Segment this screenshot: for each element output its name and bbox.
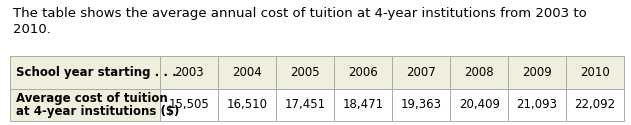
- Bar: [334, 88, 392, 121]
- Bar: [508, 88, 566, 121]
- Text: 2005: 2005: [290, 66, 320, 79]
- Bar: [566, 56, 624, 88]
- Text: 2009: 2009: [522, 66, 552, 79]
- Bar: [276, 88, 334, 121]
- Text: 17,451: 17,451: [285, 98, 326, 111]
- Text: 2003: 2003: [175, 66, 204, 79]
- Bar: [218, 56, 276, 88]
- Text: 15,505: 15,505: [169, 98, 209, 111]
- Bar: [450, 88, 508, 121]
- Text: The table shows the average annual cost of tuition at 4-year institutions from 2: The table shows the average annual cost …: [13, 7, 587, 20]
- Bar: [276, 56, 334, 88]
- Bar: [10, 56, 160, 88]
- Text: 16,510: 16,510: [227, 98, 268, 111]
- Text: 20,409: 20,409: [459, 98, 500, 111]
- Text: 22,092: 22,092: [574, 98, 616, 111]
- Text: 21,093: 21,093: [517, 98, 558, 111]
- Bar: [218, 88, 276, 121]
- Bar: [566, 88, 624, 121]
- Text: 2008: 2008: [464, 66, 494, 79]
- Bar: [392, 56, 450, 88]
- Bar: [160, 56, 218, 88]
- Text: 2007: 2007: [406, 66, 436, 79]
- Bar: [392, 88, 450, 121]
- Text: School year starting . . .: School year starting . . .: [16, 66, 177, 79]
- Text: 19,363: 19,363: [401, 98, 442, 111]
- Bar: [160, 88, 218, 121]
- Text: Average cost of tuition: Average cost of tuition: [16, 92, 168, 105]
- Text: 2010.: 2010.: [13, 22, 51, 36]
- Text: 2010: 2010: [580, 66, 610, 79]
- Text: 18,471: 18,471: [343, 98, 384, 111]
- Text: 2006: 2006: [348, 66, 378, 79]
- Text: at 4-year institutions ($): at 4-year institutions ($): [16, 105, 179, 118]
- Bar: [10, 88, 160, 121]
- Bar: [508, 56, 566, 88]
- Bar: [334, 56, 392, 88]
- Text: 2004: 2004: [232, 66, 262, 79]
- Bar: [450, 56, 508, 88]
